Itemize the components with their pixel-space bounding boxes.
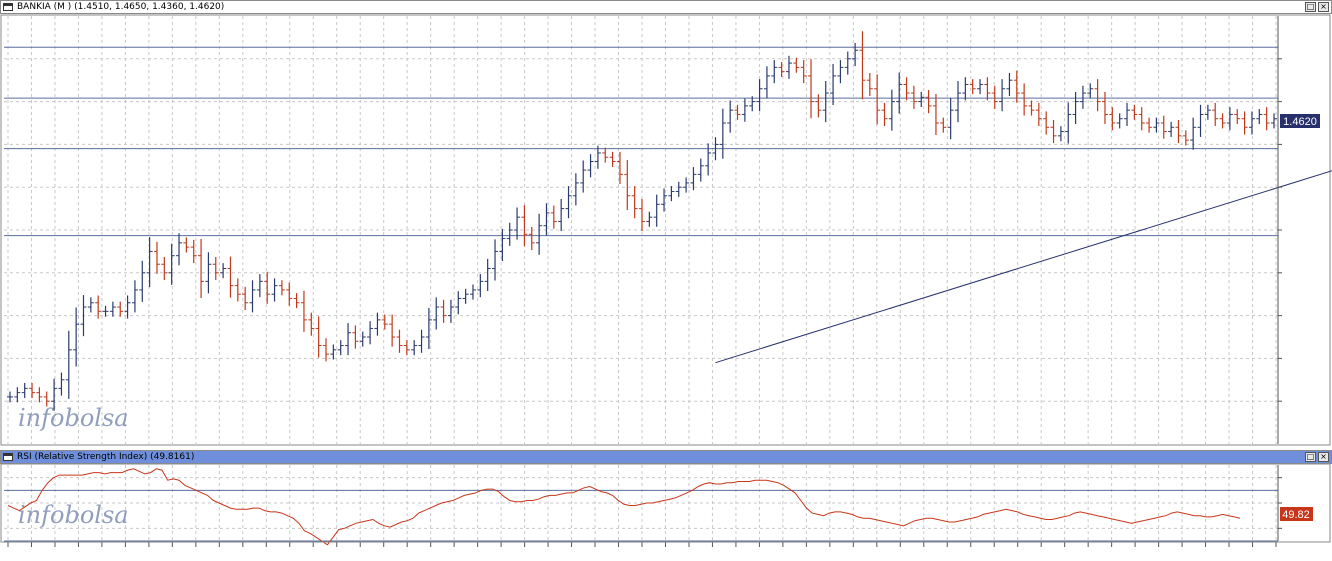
price-y-axis (1277, 16, 1282, 444)
price-panel-title: BANKIA (M ) (1.4510, 1.4650, 1.4360, 1.4… (17, 2, 225, 12)
restore-icon[interactable]: □ (1305, 452, 1316, 462)
rsi-grid (4, 465, 1278, 541)
trendline (715, 170, 1332, 364)
restore-icon[interactable]: □ (1305, 2, 1316, 12)
window-icon[interactable] (3, 453, 13, 461)
rsi-last-value-label: 49.82 (1282, 509, 1310, 521)
price-grid (4, 16, 1278, 444)
price-watermark: infobolsa (18, 404, 129, 432)
rsi-y-axis (1277, 465, 1282, 541)
window-icon[interactable] (3, 3, 13, 11)
rsi-watermark: infobolsa (18, 501, 129, 529)
price-ohlc-series (7, 31, 1277, 411)
rsi-panel-title: RSI (Relative Strength Index) (49.8161) (17, 452, 195, 462)
close-icon[interactable]: × (1318, 452, 1329, 462)
trendlines (715, 170, 1332, 364)
last-price-label-box (1280, 114, 1320, 128)
rsi-horizontal-lines (4, 489, 1278, 542)
rsi-series (7, 468, 1241, 546)
price-horizontal-lines (4, 46, 1278, 237)
rsi-last-value-box (1280, 507, 1313, 521)
price-panel-frame (0, 14, 1331, 446)
price-panel-title-bar: BANKIA (M ) (1.4510, 1.4650, 1.4360, 1.4… (0, 0, 1332, 14)
close-icon[interactable]: × (1318, 2, 1329, 12)
x-axis (1, 541, 1330, 547)
last-price-label: 1.4620 (1283, 116, 1317, 128)
rsi-line (7, 468, 1241, 546)
